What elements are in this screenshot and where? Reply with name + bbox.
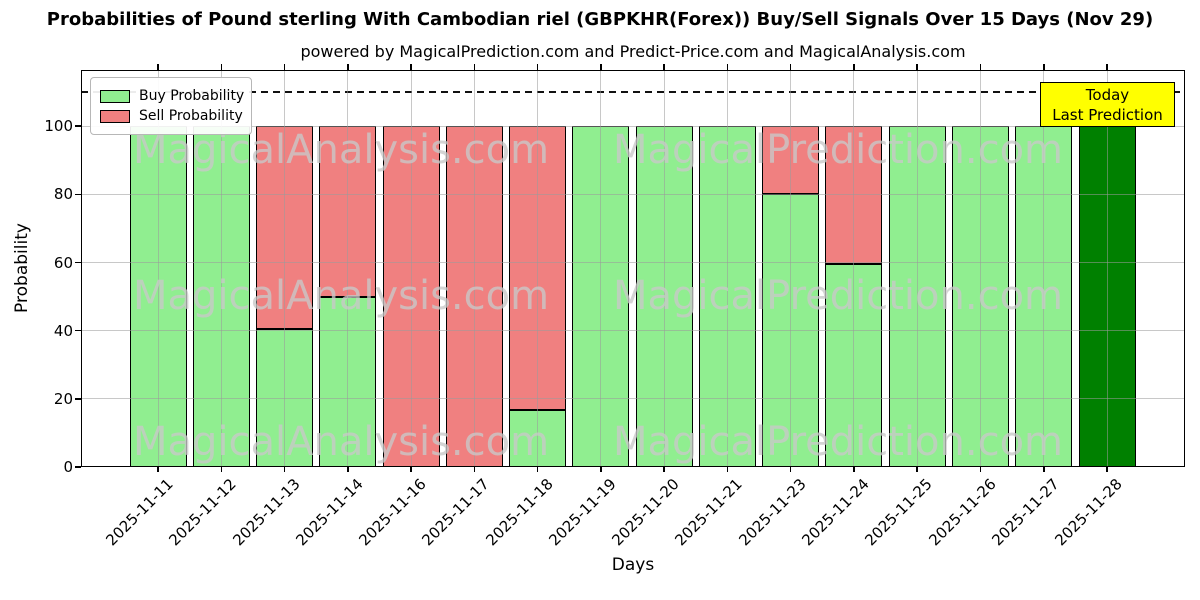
y-tick-mark [75, 329, 81, 332]
plot-area: Buy Probability Sell Probability Today L… [81, 70, 1185, 467]
x-tick-mark-top [473, 64, 476, 70]
x-tick-mark-top [1043, 64, 1045, 70]
x-gridline [980, 70, 981, 467]
x-tick-mark-top [157, 64, 159, 70]
watermark-text: MagicalPrediction.com [613, 419, 1063, 465]
y-tick-mark [75, 398, 81, 400]
x-tick-mark-top [600, 64, 602, 70]
x-gridline [157, 70, 159, 467]
x-gridline [790, 70, 792, 467]
watermark-text: MagicalAnalysis.com [132, 419, 550, 465]
y-gridline [81, 125, 1185, 127]
x-gridline [473, 70, 475, 467]
today-annotation-line2: Last Prediction [1052, 105, 1163, 124]
y-gridline [81, 262, 1185, 264]
y-gridline [81, 193, 1185, 195]
y-tick-label: 80 [53, 185, 73, 204]
y-tick-mark [75, 125, 81, 127]
legend-item-sell: Sell Probability [100, 107, 243, 125]
buy-probability-swatch [100, 89, 130, 103]
x-gridline [410, 70, 412, 467]
today-annotation-box: Today Last Prediction [1040, 82, 1175, 127]
x-tick-mark-top [916, 64, 918, 70]
y-tick-label: 100 [44, 117, 73, 136]
x-tick-mark-bottom [789, 467, 792, 472]
x-axis-title: Days [611, 555, 655, 575]
x-tick-mark-bottom [410, 467, 412, 472]
x-gridline [284, 70, 286, 467]
y-tick-mark [75, 193, 81, 196]
x-gridline [853, 70, 855, 467]
x-gridline [600, 70, 602, 467]
x-tick-mark-top [1106, 64, 1108, 70]
x-tick-mark-top [220, 64, 223, 70]
x-gridline [1043, 70, 1045, 467]
x-gridline [347, 70, 349, 467]
chart-subtitle: powered by MagicalPrediction.com and Pre… [300, 42, 966, 61]
legend: Buy Probability Sell Probability [90, 77, 252, 135]
watermark-text: MagicalPrediction.com [613, 273, 1063, 319]
x-tick-mark-bottom [663, 467, 665, 472]
x-tick-mark-top [726, 64, 729, 70]
x-tick-mark-top [536, 64, 539, 70]
x-tick-mark-bottom [157, 467, 159, 472]
x-tick-mark-bottom [283, 467, 286, 472]
x-tick-mark-top [663, 64, 665, 70]
y-tick-label: 60 [53, 253, 73, 272]
x-tick-mark-bottom [600, 467, 602, 472]
x-tick-mark-top [979, 64, 982, 70]
x-tick-mark-top [853, 64, 855, 70]
x-gridline [220, 70, 222, 467]
x-gridline [916, 70, 918, 467]
y-tick-label: 20 [53, 389, 73, 408]
x-tick-mark-bottom [473, 467, 476, 472]
x-tick-mark-bottom [1043, 467, 1045, 472]
x-tick-label: 2025-11-11 [102, 475, 177, 550]
watermark-text: MagicalPrediction.com [613, 127, 1063, 173]
today-annotation-line1: Today [1085, 85, 1130, 104]
y-tick-label: 0 [63, 458, 73, 476]
x-gridline [726, 70, 728, 467]
x-tick-mark-bottom [853, 467, 855, 472]
y-gridline [81, 398, 1185, 400]
x-tick-mark-bottom [536, 467, 539, 472]
x-tick-mark-bottom [347, 467, 349, 472]
x-gridline [663, 70, 665, 467]
x-tick-mark-bottom [916, 467, 918, 472]
dashed-reference-line [81, 91, 1185, 93]
legend-item-buy: Buy Probability [100, 87, 245, 105]
x-tick-mark-top [283, 64, 286, 70]
y-tick-mark [75, 261, 81, 264]
watermark-text: MagicalAnalysis.com [132, 273, 550, 319]
x-gridline [1106, 70, 1108, 467]
sell-probability-swatch [100, 109, 130, 123]
x-tick-mark-top [789, 64, 792, 70]
x-tick-mark-bottom [726, 467, 729, 472]
x-tick-mark-top [347, 64, 349, 70]
chart-title: Probabilities of Pound sterling With Cam… [46, 9, 1154, 30]
x-tick-mark-bottom [220, 467, 223, 472]
legend-label-buy: Buy Probability [139, 88, 245, 104]
x-tick-mark-bottom [1106, 467, 1108, 472]
legend-label-sell: Sell Probability [139, 108, 243, 124]
x-tick-mark-bottom [979, 467, 982, 472]
x-gridline [537, 70, 539, 467]
y-tick-label: 40 [53, 321, 73, 340]
x-tick-mark-top [410, 64, 412, 70]
y-tick-mark [75, 466, 81, 468]
y-gridline [81, 330, 1185, 332]
